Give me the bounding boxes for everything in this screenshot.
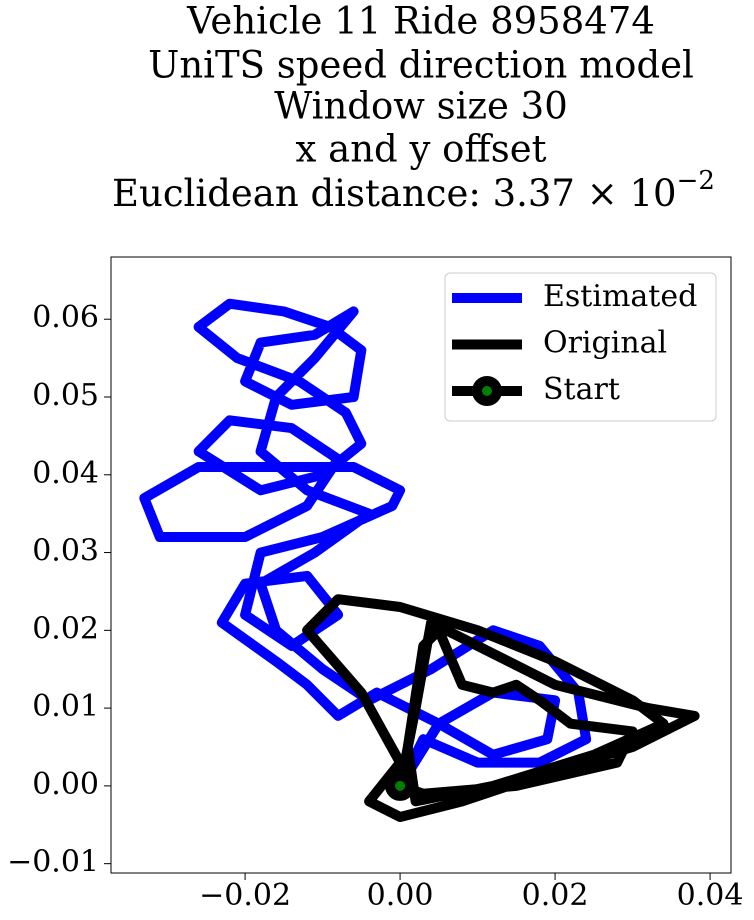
x-tick-label: 0.04 [677,878,744,913]
chart-title: Window size 30 [274,85,568,128]
x-tick-label: 0.00 [367,878,434,913]
x-tick-label: −0.02 [199,878,291,913]
y-tick-label: 0.06 [32,300,99,335]
legend-label: Start [543,372,620,407]
y-tick-label: 0.05 [32,378,99,413]
chart-title: UniTS speed direction model [148,44,694,87]
y-tick-label: 0.04 [32,456,99,491]
line [302,594,700,822]
y-tick-label: 0.00 [32,767,99,802]
plot-area [139,298,700,822]
chart-title: x and y offset [296,128,547,171]
line [139,298,592,791]
chart-title: Euclidean distance: 3.37 × 10−2 [112,166,715,215]
x-tick-label: 0.02 [522,878,589,913]
chart-title: Euclidean distance: 3.37 × 10 [112,172,677,215]
y-tick-label: −0.01 [7,845,99,880]
legend-label: Original [543,326,667,361]
y-tick-label: 0.03 [32,534,99,569]
start-marker [385,770,416,801]
legend [444,272,717,422]
y-tick-label: 0.02 [32,611,99,646]
legend-label: Estimated [543,279,697,314]
chart-title: Vehicle 11 Ride 8958474 [186,0,655,43]
axes-frame [110,256,732,874]
title-exponent: −2 [677,166,715,196]
y-tick-label: 0.01 [32,689,99,724]
legend-marker [472,376,502,406]
